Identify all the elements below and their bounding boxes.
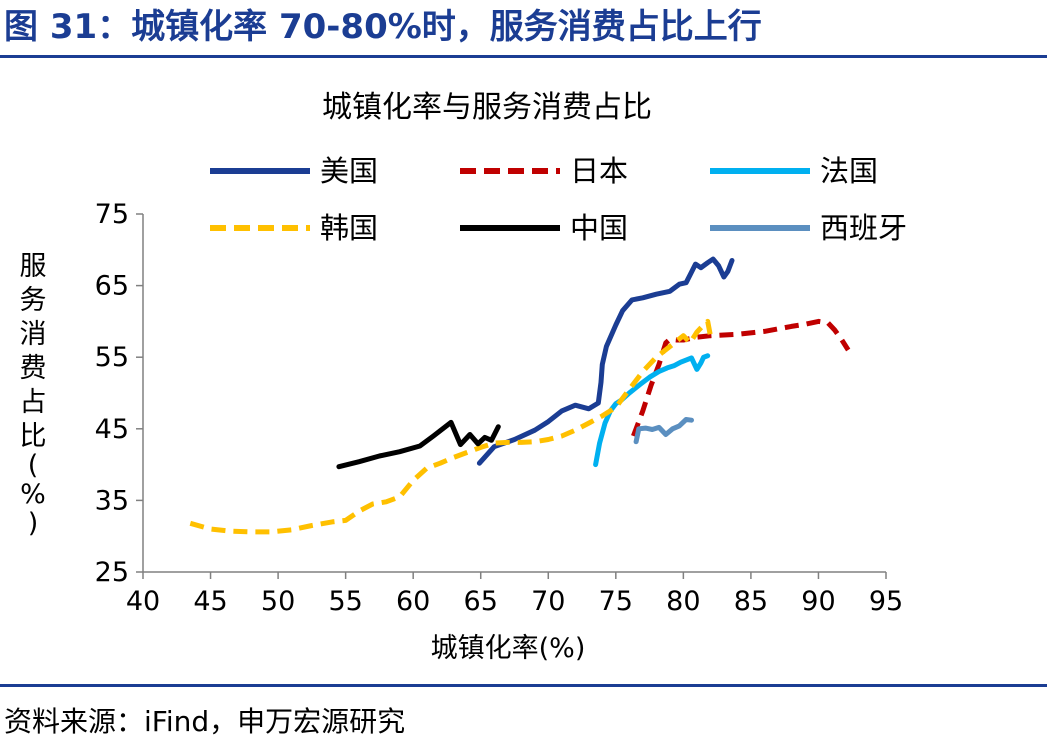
series-line-6 (633, 417, 694, 445)
series-line-1 (476, 256, 735, 466)
x-tick-label: 65 (464, 586, 498, 617)
legend-label-5: 中国 (570, 211, 628, 245)
x-tick-label: 80 (666, 586, 700, 617)
source-note: 资料来源：iFind，申万宏源研究 (4, 705, 406, 738)
axes (142, 214, 886, 573)
series-line-5 (336, 419, 501, 470)
legend-label-6: 西班牙 (820, 211, 907, 245)
y-axis-label-text: 服务消费占比(%) (20, 251, 47, 539)
y-tick-label: 45 (95, 414, 129, 445)
series-line-2 (631, 318, 851, 437)
x-ticks: 40 45 50 55 60 65 70 75 80 85 90 95 (126, 572, 903, 617)
y-tick-label: 35 (95, 485, 129, 516)
legend-label-1: 美国 (320, 154, 378, 188)
figure-title: 图 31：城镇化率 70-80%时，服务消费占比上行 (4, 7, 762, 47)
chart-title: 城镇化率与服务消费占比 (322, 90, 652, 125)
x-tick-label: 55 (328, 586, 362, 617)
legend-label-3: 法国 (820, 154, 878, 188)
x-axis-label: 城镇化率(%) (431, 633, 586, 664)
source-divider (0, 684, 1047, 687)
x-tick-label: 50 (261, 586, 295, 617)
legend-label-2: 日本 (570, 154, 628, 188)
x-tick-label: 70 (531, 586, 565, 617)
x-tick-label: 40 (126, 586, 160, 617)
x-tick-label: 85 (734, 586, 768, 617)
series-line-4 (189, 318, 713, 535)
title-divider (0, 55, 1047, 58)
x-tick-label: 60 (396, 586, 430, 617)
x-tick-label: 90 (801, 586, 835, 617)
y-tick-label: 65 (95, 271, 129, 302)
y-ticks: 25 35 45 55 65 75 (95, 199, 143, 588)
x-tick-label: 95 (869, 586, 903, 617)
plot-area (189, 256, 851, 535)
y-axis-label: 服务消费占比(%) (20, 251, 47, 539)
y-tick-label: 75 (95, 199, 129, 230)
legend-label-4: 韩国 (320, 211, 378, 245)
y-tick-label: 55 (95, 342, 129, 373)
x-tick-label: 75 (599, 586, 633, 617)
y-tick-label: 25 (95, 557, 129, 588)
x-tick-label: 45 (193, 586, 227, 617)
